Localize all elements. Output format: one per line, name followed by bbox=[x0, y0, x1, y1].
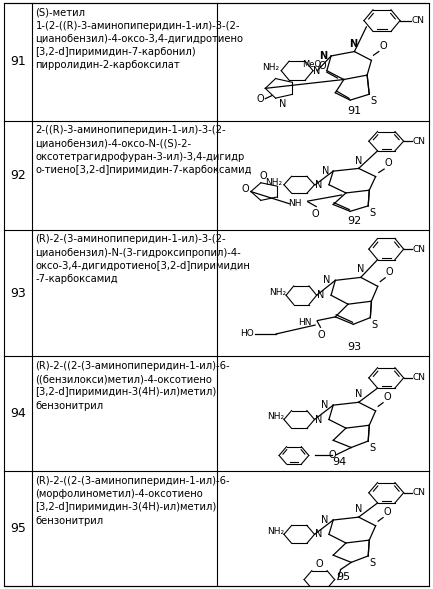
Text: NH₂: NH₂ bbox=[267, 412, 284, 422]
Text: N: N bbox=[313, 66, 320, 75]
Text: 94: 94 bbox=[10, 407, 26, 421]
Text: N: N bbox=[323, 276, 331, 285]
Text: N: N bbox=[322, 166, 329, 176]
Text: N: N bbox=[314, 530, 322, 540]
Text: CN: CN bbox=[413, 244, 426, 254]
Text: 94: 94 bbox=[333, 457, 347, 467]
Text: NH₂: NH₂ bbox=[265, 178, 282, 187]
Text: N: N bbox=[278, 100, 286, 110]
Text: CN: CN bbox=[411, 16, 424, 25]
Text: 93: 93 bbox=[347, 342, 362, 352]
Text: NH₂: NH₂ bbox=[269, 288, 286, 297]
Text: MeO: MeO bbox=[302, 60, 322, 70]
Text: S: S bbox=[370, 443, 376, 453]
Text: S: S bbox=[369, 207, 375, 217]
Text: HO: HO bbox=[240, 329, 254, 339]
Text: (R)-2-((2-(3-аминопиперидин-1-ил)-6-
((бензилокси)метил)-4-оксотиено
[3,2-d]пири: (R)-2-((2-(3-аминопиперидин-1-ил)-6- ((б… bbox=[36, 361, 230, 411]
Text: N: N bbox=[321, 515, 329, 525]
Text: O: O bbox=[312, 209, 320, 219]
Text: N: N bbox=[357, 264, 365, 274]
Text: N: N bbox=[355, 155, 362, 166]
Text: NH₂: NH₂ bbox=[267, 527, 284, 537]
Text: 95: 95 bbox=[337, 572, 351, 582]
Text: CN: CN bbox=[413, 373, 426, 382]
Text: N: N bbox=[314, 415, 322, 425]
Text: N: N bbox=[355, 389, 362, 399]
Text: O: O bbox=[328, 449, 336, 459]
Text: 95: 95 bbox=[10, 522, 26, 535]
Text: 2-((R)-3-аминопиперидин-1-ил)-3-(2-
цианобензил)-4-оксо-N-((S)-2-
оксотетрагидро: 2-((R)-3-аминопиперидин-1-ил)-3-(2- циан… bbox=[36, 125, 252, 175]
Text: (R)-2-(3-аминопиперидин-1-ил)-3-(2-
цианобензил)-N-(3-гидроксипропил)-4-
оксо-3,: (R)-2-(3-аминопиперидин-1-ил)-3-(2- циан… bbox=[36, 234, 250, 284]
Text: N: N bbox=[349, 39, 357, 49]
Text: 92: 92 bbox=[10, 168, 26, 182]
Text: 92: 92 bbox=[347, 216, 362, 226]
Text: O: O bbox=[257, 94, 264, 104]
Text: O: O bbox=[386, 267, 394, 277]
Text: S: S bbox=[372, 320, 378, 330]
Text: CN: CN bbox=[413, 137, 426, 145]
Text: O: O bbox=[316, 559, 323, 569]
Text: N: N bbox=[319, 51, 327, 61]
Text: N: N bbox=[317, 290, 324, 300]
Text: NH: NH bbox=[288, 198, 301, 208]
Text: N: N bbox=[315, 180, 322, 190]
Text: O: O bbox=[384, 392, 391, 402]
Text: 91: 91 bbox=[347, 107, 362, 117]
Text: NH₂: NH₂ bbox=[262, 63, 279, 72]
Text: (S)-метил
1-(2-((R)-3-аминопиперидин-1-ил)-3-(2-
цианобензил)-4-оксо-3,4-дигидро: (S)-метил 1-(2-((R)-3-аминопиперидин-1-и… bbox=[36, 8, 243, 71]
Text: O: O bbox=[379, 41, 387, 51]
Text: 91: 91 bbox=[10, 55, 26, 68]
Text: O: O bbox=[318, 329, 325, 339]
Text: O: O bbox=[241, 184, 249, 194]
Text: N: N bbox=[355, 504, 362, 514]
Text: HN: HN bbox=[298, 318, 312, 327]
Text: N: N bbox=[321, 400, 329, 410]
Text: 93: 93 bbox=[10, 286, 26, 300]
Text: (R)-2-((2-(3-аминопиперидин-1-ил)-6-
(морфолинометил)-4-оксотиено
[3,2-d]пиримид: (R)-2-((2-(3-аминопиперидин-1-ил)-6- (мо… bbox=[36, 476, 230, 525]
Text: O: O bbox=[259, 171, 267, 181]
Text: O: O bbox=[384, 507, 391, 517]
Text: CN: CN bbox=[413, 488, 426, 497]
Text: S: S bbox=[370, 558, 376, 568]
Text: S: S bbox=[370, 96, 376, 105]
Text: O: O bbox=[318, 61, 326, 71]
Text: O: O bbox=[385, 158, 392, 168]
